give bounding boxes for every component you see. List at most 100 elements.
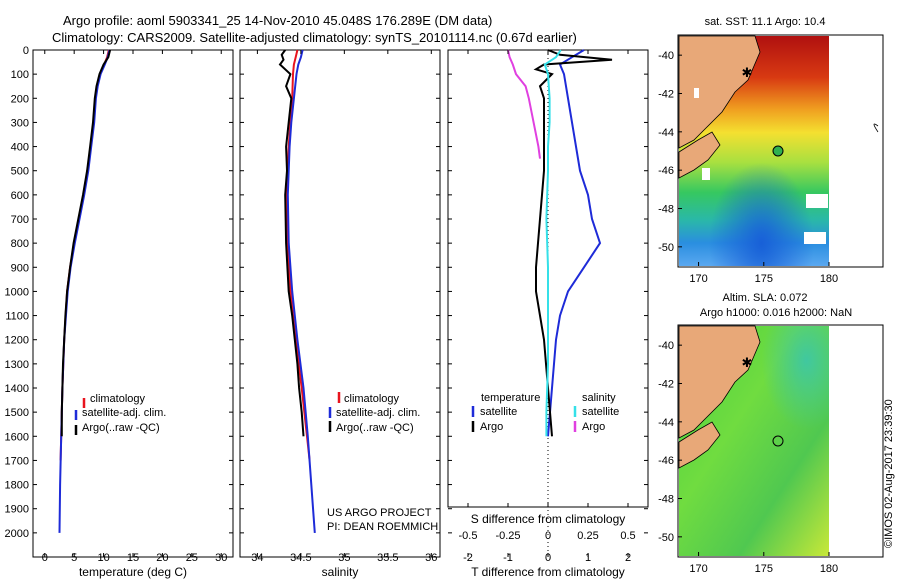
legend-satellite: satellite-adj. clim. (82, 407, 166, 419)
s-tick-label: 0.5 (620, 530, 635, 542)
x-tick-label: -1 (503, 552, 513, 564)
salinity-panel: 34 34.5 35 35.5 36 salinity climatology sate… (239, 49, 441, 579)
difference-profiles (507, 49, 613, 437)
sla-map: Altim. SLA: 0.072 Argo h1000: 0.016 h200… (658, 292, 884, 575)
chatham-islands-outline (873, 123, 879, 133)
y-tick-label: 1900 (5, 504, 29, 516)
argo-profile-marker (772, 145, 784, 157)
salinity-xlabel: salinity (322, 565, 359, 579)
x-tick-label: 5 (71, 552, 77, 564)
lat-tick-label: -46 (658, 455, 674, 467)
sst-lat-ticks: -40 -42 -44 -46 -48 -50 (658, 50, 682, 254)
sla-lat-ticks: -40 -42 -44 -46 -48 -50 (658, 340, 682, 544)
series-t-satellite (547, 49, 602, 437)
figure-title-line2: Climatology: CARS2009. Satellite-adjuste… (52, 30, 577, 45)
x-tick-label: 0 (42, 552, 48, 564)
x-tick-label: -2 (463, 552, 473, 564)
y-tick-label: 600 (11, 190, 29, 202)
x-tick-label: 25 (186, 552, 198, 564)
track-star-icon: ✱ (742, 355, 753, 370)
lat-tick-label: -48 (658, 494, 674, 506)
y-tick-label: 400 (11, 142, 29, 154)
y-tick-label: 900 (11, 262, 29, 274)
series-argo (278, 49, 305, 437)
sst-map-title: sat. SST: 11.1 Argo: 10.4 (705, 16, 826, 28)
x-tick-label: 10 (97, 552, 109, 564)
salinity-xticks: 34 34.5 35 35.5 36 (251, 50, 437, 564)
legend-climatology: climatology (344, 393, 400, 405)
legend-salinity-heading: salinity (582, 392, 616, 404)
series-t-argo (533, 49, 613, 437)
s-difference-label: S difference from climatology (471, 512, 626, 526)
sst-map: sat. SST: 11.1 Argo: 10.4 ✱ 170 175 180 -4… (658, 16, 884, 285)
lat-tick-label: -44 (658, 127, 674, 139)
lat-tick-label: -48 (658, 204, 674, 216)
temperature-profiles (58, 49, 112, 533)
x-tick-label: 35.5 (377, 552, 398, 564)
sst-lon-ticks: 170 175 180 (689, 262, 838, 285)
project-label: US ARGO PROJECT (327, 507, 432, 519)
series-s-argo (507, 49, 541, 159)
depth-yticks: 0 100 200 300 400 500 600 700 800 900 1000 1100 1200… (5, 45, 233, 540)
difference-panel: -2 -1 0 1 2 -0.5 -0.25 0 0.25 0.5 S difference f… (447, 49, 649, 579)
temperature-xticks: 0 5 10 15 20 25 30 (42, 50, 227, 564)
lat-tick-label: -42 (658, 89, 674, 101)
sst-missing-patch (804, 232, 826, 244)
legend-t-satellite: satellite (480, 406, 517, 418)
lon-tick-label: 175 (755, 563, 773, 575)
x-tick-label: 20 (156, 552, 168, 564)
argo-profile-marker (772, 435, 784, 447)
y-tick-label: 1400 (5, 383, 29, 395)
y-tick-label: 1100 (5, 311, 29, 323)
legend-satellite: satellite-adj. clim. (336, 407, 420, 419)
lon-tick-label: 170 (689, 563, 707, 575)
y-tick-label: 1500 (5, 407, 29, 419)
x-tick-label: 2 (625, 552, 631, 564)
x-tick-label: 36 (425, 552, 437, 564)
sla-map-subtitle: Argo h1000: 0.016 h2000: NaN (700, 307, 852, 319)
lat-tick-label: -50 (658, 242, 674, 254)
figure-title-line1: Argo profile: aoml 5903341_25 14-Nov-201… (63, 13, 492, 28)
salinity-difference-ticks: -0.5 -0.25 0 0.25 0.5 (459, 503, 636, 542)
y-tick-label: 1800 (5, 480, 29, 492)
lat-tick-label: -40 (658, 340, 674, 352)
sla-lon-ticks: 170 175 180 (689, 552, 838, 575)
legend-s-satellite: satellite (582, 406, 619, 418)
legend-t-argo: Argo (480, 421, 503, 433)
legend-argo: Argo(..raw -QC) (82, 422, 160, 434)
legend-s-argo: Argo (582, 421, 605, 433)
x-tick-label: 1 (585, 552, 591, 564)
s-tick-label: 0 (545, 530, 551, 542)
salinity-profiles (278, 49, 316, 533)
lat-tick-label: -46 (658, 165, 674, 177)
y-tick-label: 2000 (5, 528, 29, 540)
sst-missing-patch (694, 88, 699, 98)
new-zealand-north-island (678, 325, 761, 439)
y-tick-label: 1600 (5, 431, 29, 443)
new-zealand-south-island (678, 131, 721, 179)
temperature-axes-frame (32, 49, 234, 558)
x-tick-label: 34 (251, 552, 263, 564)
pi-label: PI: DEAN ROEMMICH (327, 521, 438, 533)
lat-tick-label: -50 (658, 532, 674, 544)
y-tick-label: 800 (11, 238, 29, 250)
series-argo (60, 49, 112, 437)
salinity-axes-frame (239, 49, 441, 558)
salinity-legend: climatology satellite-adj. clim. Argo(..… (328, 392, 420, 434)
sst-missing-patch (806, 194, 828, 208)
y-tick-label: 700 (11, 214, 29, 226)
x-tick-label: 0 (545, 552, 551, 564)
s-tick-label: 0.25 (577, 530, 598, 542)
legend-argo: Argo(..raw -QC) (336, 422, 414, 434)
difference-legend: temperature salinity satellite satellite… (471, 392, 619, 433)
track-star-icon: ✱ (742, 65, 753, 80)
series-satellite (286, 49, 316, 533)
y-tick-label: 500 (11, 166, 29, 178)
t-difference-label: T difference from climatology (471, 565, 625, 579)
sla-map-title: Altim. SLA: 0.072 (723, 292, 808, 304)
difference-xticks: -2 -1 0 1 2 (463, 50, 631, 564)
y-tick-label: 300 (11, 117, 29, 129)
series-s-satellite (543, 49, 562, 437)
temperature-legend: climatology satellite-adj. clim. Argo(..… (74, 393, 166, 435)
